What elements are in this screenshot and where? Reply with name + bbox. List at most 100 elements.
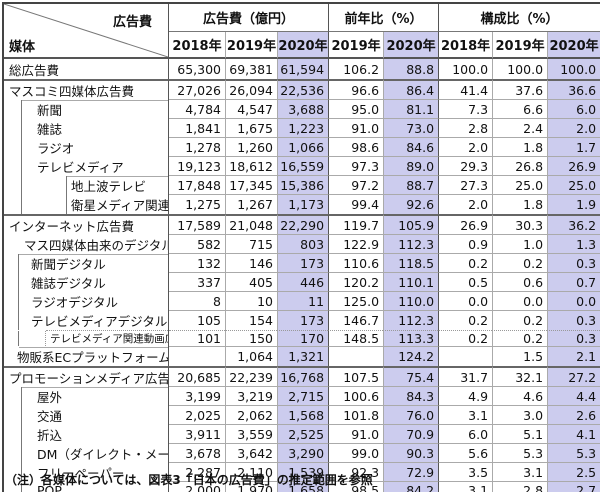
value-cell: 4,784 [169,100,225,119]
value-cell: 1.3 [547,235,600,254]
value-cell: 1,278 [169,138,225,157]
value-cell: 2.8 [492,482,547,492]
row-label: 雑誌 [37,122,63,137]
row-label-cell: マス四媒体由来のデジタル広告費 [4,235,169,254]
value-cell: 0.3 [547,311,600,330]
value-cell: 2,287 [169,463,225,482]
row-label-cell: 雑誌デジタル [4,273,169,292]
value-cell: 31.7 [438,366,493,387]
value-cell: 1,173 [277,195,329,214]
value-cell: 1.8 [492,195,547,214]
value-cell: 1,841 [169,119,225,138]
row-label: テレビメディアデジタル [31,314,168,329]
indent-guide [4,311,19,330]
value-cell: 1.5 [492,347,547,366]
value-cell: 65,300 [177,61,221,77]
indent-guide [4,425,22,444]
value-cell: 2.5 [547,463,600,482]
value-cell [438,347,492,366]
row-label: 総広告費 [9,62,60,78]
value-cell: 2.7 [547,482,600,492]
value-cell: 173 [277,254,329,273]
indent-guide [4,195,22,214]
indent-guide [4,235,24,254]
value-cell: 0.2 [438,254,493,273]
value-cell: 3,199 [169,387,225,406]
value-cell: 92.6 [383,195,439,214]
value-cell: 0.2 [438,311,492,330]
row-label-cell: ラジオ [4,138,169,157]
value-cell [169,347,225,366]
year-header: 2020年 [383,32,439,59]
value-cell: 11 [277,292,329,311]
value-cell: 4.9 [438,387,493,406]
value-cell: 0.5 [438,273,493,292]
row-label-cell: 屋外 [4,387,169,406]
value-cell: 81.1 [383,100,439,119]
value-cell: 27.3 [438,176,493,195]
value-cell: 112.3 [383,311,439,330]
row-label-cell: 総広告費 [4,59,169,79]
value-cell: 6.0 [438,425,493,444]
value-cell: 96.6 [328,79,384,100]
value-cell: 1,275 [185,197,221,212]
value-cell: 113.3 [383,330,439,347]
value-cell: 1,568 [277,406,329,425]
table-row: DM（ダイレクト・メール）3,6783,6423,29099.090.35.65… [4,444,600,463]
value-cell: 118.5 [383,254,439,273]
row-label: 地上波テレビ [71,179,147,194]
value-cell: 2,715 [277,387,329,406]
row-label: 雑誌デジタル [31,276,106,291]
value-cell: 2.4 [492,119,548,138]
value-cell: 17,345 [225,176,277,195]
value-cell: 1,321 [277,347,329,366]
value-cell: 30.3 [492,214,548,235]
row-label-cell: プロモーションメディア広告費 [4,366,169,387]
value-cell: 101 [169,330,225,347]
value-cell: 41.4 [438,79,493,100]
row-label: マス四媒体由来のデジタル広告費 [24,238,168,253]
value-cell: 0.9 [438,235,493,254]
row-label-cell: DM（ダイレクト・メール） [4,444,169,463]
value-cell: 4.6 [492,387,548,406]
value-cell: 0.0 [492,292,548,311]
table-row: テレビメディア 19,123 18,612 16,559 97.3 89.0 29.3 26.… [4,157,600,176]
value-cell: 1,064 [225,347,277,366]
row-label: 新聞 [37,103,63,118]
value-cell: 37.6 [492,79,548,100]
row-label: インターネット広告費 [9,219,135,234]
value-cell: 110.0 [383,292,439,311]
value-cell [328,347,383,366]
value-cell: 146.7 [328,311,383,330]
row-label-cell: 雑誌 [4,119,169,138]
indent-guide [22,195,67,214]
value-cell: 88.8 [383,59,439,79]
year-header: 2018年 [169,32,225,59]
value-cell: 2,110 [225,463,277,482]
table-row: プロモーションメディア広告費 20,685 22,239 16,768 107.5 75.… [4,366,600,387]
value-cell: 69,381 [225,59,277,79]
value-cell: 405 [225,273,277,292]
value-cell: 84.3 [383,387,439,406]
table-row: 雑誌 1,841 1,675 1,223 91.0 73.0 2.8 2.4 2.0 [4,119,600,138]
indent-guide [4,176,22,195]
value-cell: 0.7 [547,273,600,292]
table-row: フリーペーパー 2,287 2,110 1,539 92.3 72.9 3.5 3.1 2.5 [4,463,600,482]
value-cell: 0.6 [492,273,548,292]
group-header-cost: 広告費（億円） [169,4,329,32]
value-cell: 337 [169,273,225,292]
row-label: 衛星メディア関連 [71,198,169,213]
value-cell: 99.0 [328,444,384,463]
value-cell: 132 [169,254,225,273]
value-cell: 32.1 [492,366,548,387]
value-cell: 803 [277,235,329,254]
corner-label-media: 媒体 [9,40,36,55]
value-cell: 2.6 [547,406,600,425]
row-label: ラジオデジタル [31,295,119,310]
value-cell: 95.0 [328,100,384,119]
value-cell: 5.3 [492,444,548,463]
value-cell: 17,848 [169,176,225,195]
group-header-share: 構成比（%） [438,4,600,32]
row-label-cell: 物販系ECプラットフォーム広告費 [4,347,169,366]
value-cell: 3,219 [225,387,277,406]
